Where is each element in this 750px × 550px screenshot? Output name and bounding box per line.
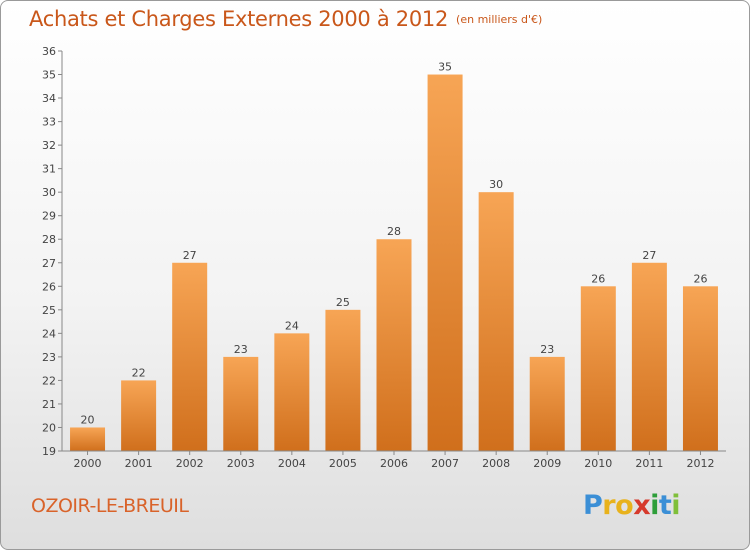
bar-value-label: 28	[387, 225, 401, 238]
axes-group: 19 20 21 22 23 24 25 26 27 28 29 30 31 32 33 34 35 36 2000…	[42, 45, 726, 470]
bar-value-label: 24	[285, 319, 299, 332]
y-tick-label: 28	[42, 233, 56, 246]
y-tick-label: 30	[42, 186, 56, 199]
bar-2008	[478, 192, 514, 452]
logo-letter: x	[633, 490, 651, 521]
y-tick-label: 36	[42, 45, 56, 58]
bar-2000	[70, 427, 106, 451]
y-tick-label: 21	[42, 398, 56, 411]
bars-group: 20 22 27 23 24 25 28 35 30 23 26 27 26	[70, 61, 718, 452]
bar-2010	[580, 286, 616, 451]
y-tick-label: 20	[42, 421, 56, 434]
bar-2012	[682, 286, 718, 451]
bar-2007	[427, 74, 463, 451]
bar-value-label: 30	[489, 178, 503, 191]
bar-value-label: 22	[132, 366, 146, 379]
y-tick-label: 19	[42, 445, 56, 458]
bar-value-label: 26	[591, 272, 605, 285]
bar-2009	[529, 356, 565, 451]
y-tick-label: 26	[42, 280, 56, 293]
bar-value-label: 23	[540, 343, 554, 356]
y-tick-label: 24	[42, 327, 56, 340]
bar-value-label: 35	[438, 61, 452, 74]
y-tick-label: 33	[42, 116, 56, 129]
y-tick-label: 32	[42, 139, 56, 152]
y-tick-label: 23	[42, 351, 56, 364]
bar-2003	[223, 356, 259, 451]
x-tick-label: 2004	[278, 457, 306, 470]
logo-letter: o	[615, 490, 634, 521]
logo-letter: P	[583, 490, 603, 521]
bar-value-label: 25	[336, 296, 350, 309]
bar-value-label: 26	[693, 272, 707, 285]
x-tick-label: 2007	[431, 457, 459, 470]
logo-letter: t	[658, 490, 672, 521]
location-name: OZOIR-LE-BREUIL	[31, 495, 189, 517]
x-tick-label: 2011	[635, 457, 663, 470]
logo-letter: i	[671, 490, 681, 521]
bar-2002	[172, 262, 208, 451]
x-tick-label: 2001	[125, 457, 153, 470]
bar-2006	[376, 239, 412, 451]
x-tick-label: 2012	[686, 457, 714, 470]
y-tick-label: 34	[42, 92, 56, 105]
y-tick-label: 29	[42, 210, 56, 223]
y-tick-label: 27	[42, 257, 56, 270]
logo-letter: i	[650, 490, 659, 521]
x-tick-label: 2008	[482, 457, 510, 470]
y-tick-label: 35	[42, 69, 56, 82]
y-tick-label: 22	[42, 374, 56, 387]
x-tick-label: 2005	[329, 457, 357, 470]
bar-2005	[325, 309, 361, 451]
x-tick-label: 2006	[380, 457, 408, 470]
y-tick-label: 31	[42, 163, 56, 176]
y-tick-label: 25	[42, 304, 56, 317]
bar-2004	[274, 333, 310, 451]
x-tick-label: 2003	[227, 457, 255, 470]
bar-2011	[631, 262, 667, 451]
x-tick-label: 2010	[584, 457, 612, 470]
bar-value-label: 20	[81, 413, 95, 426]
bar-2001	[121, 380, 157, 451]
x-tick-label: 2002	[176, 457, 204, 470]
bar-value-label: 27	[183, 249, 197, 262]
bar-value-label: 27	[642, 249, 656, 262]
chart-title: Achats et Charges Externes 2000 à 2012	[29, 7, 449, 31]
proxiti-logo: Proxiti	[583, 490, 681, 521]
bar-value-label: 23	[234, 343, 248, 356]
logo-letter: r	[602, 490, 616, 521]
chart-title-block: Achats et Charges Externes 2000 à 2012 (e…	[29, 7, 542, 31]
chart-subtitle: (en milliers d'€)	[456, 13, 543, 26]
x-tick-label: 2009	[533, 457, 561, 470]
x-tick-label: 2000	[74, 457, 102, 470]
